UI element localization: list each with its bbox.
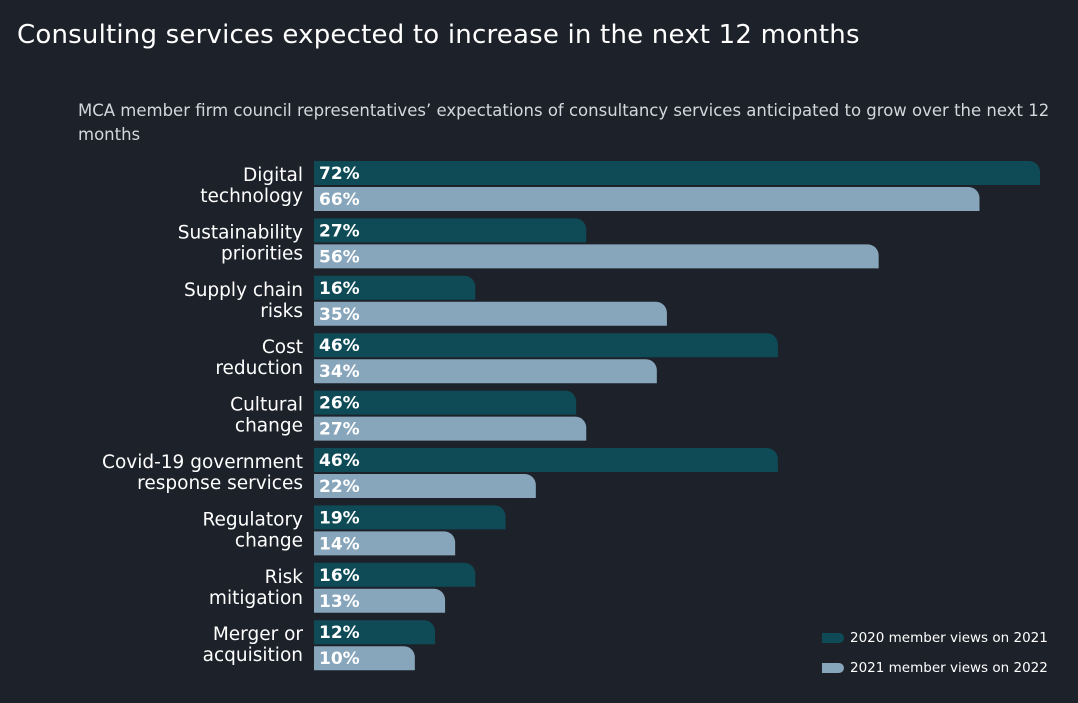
bar-2020 bbox=[314, 275, 476, 300]
data-label: 72% bbox=[319, 164, 360, 184]
bar-2021 bbox=[314, 187, 980, 211]
data-label: 16% bbox=[319, 279, 360, 299]
legend-item-2020: 2020 member views on 2021 bbox=[822, 623, 1048, 653]
category-label: Merger or acquisition bbox=[203, 624, 304, 666]
legend-label-2021: 2021 member views on 2022 bbox=[850, 660, 1048, 676]
bar-2020 bbox=[314, 218, 587, 243]
data-label: 35% bbox=[319, 305, 360, 325]
data-label: 56% bbox=[319, 247, 360, 267]
bar-2021 bbox=[314, 359, 657, 384]
bar-2020 bbox=[314, 161, 1040, 185]
category-label: Supply chain risks bbox=[184, 280, 303, 322]
chart-subtitle: MCA member firm council representatives’… bbox=[78, 101, 1050, 144]
category-label: Cost reduction bbox=[215, 337, 303, 379]
bar-2020 bbox=[314, 390, 577, 415]
bar-2020 bbox=[314, 448, 778, 472]
data-label: 66% bbox=[319, 190, 360, 210]
data-label: 34% bbox=[319, 362, 360, 382]
bar-2020 bbox=[314, 562, 476, 587]
data-label: 46% bbox=[319, 336, 360, 356]
bar-2021 bbox=[314, 244, 879, 269]
bar-2020 bbox=[314, 505, 506, 530]
data-label: 27% bbox=[319, 221, 360, 241]
data-label: 46% bbox=[319, 451, 360, 471]
legend-swatch-2020 bbox=[822, 633, 844, 643]
data-label: 13% bbox=[319, 592, 360, 612]
data-label: 26% bbox=[319, 394, 360, 414]
legend: 2020 member views on 2021 2021 member vi… bbox=[822, 623, 1048, 683]
legend-label-2020: 2020 member views on 2021 bbox=[850, 630, 1048, 646]
bar-2020 bbox=[314, 333, 778, 358]
data-label: 19% bbox=[319, 508, 360, 528]
bar-2020 bbox=[314, 620, 435, 645]
data-label: 16% bbox=[319, 566, 360, 586]
bar-2021 bbox=[314, 531, 456, 556]
data-label: 14% bbox=[319, 534, 360, 554]
category-label: Digital technology bbox=[200, 165, 303, 207]
category-label: Risk mitigation bbox=[209, 567, 303, 609]
bar-2021 bbox=[314, 588, 446, 613]
data-label: 27% bbox=[319, 420, 360, 440]
bar-2021 bbox=[314, 474, 536, 498]
chart-title: Consulting services expected to increase… bbox=[17, 20, 860, 50]
bar-2021 bbox=[314, 646, 415, 671]
legend-swatch-2021 bbox=[822, 663, 844, 673]
data-label: 22% bbox=[319, 477, 360, 497]
bar-2021 bbox=[314, 416, 587, 441]
bar-2021 bbox=[314, 301, 667, 326]
category-label: Cultural change bbox=[230, 395, 303, 437]
category-label: Sustainability priorities bbox=[178, 222, 303, 264]
legend-item-2021: 2021 member views on 2022 bbox=[822, 653, 1048, 683]
data-label: 10% bbox=[319, 649, 360, 669]
category-label: Covid-19 government response services bbox=[102, 452, 303, 494]
data-label: 12% bbox=[319, 623, 360, 643]
category-label: Regulatory change bbox=[203, 509, 304, 551]
